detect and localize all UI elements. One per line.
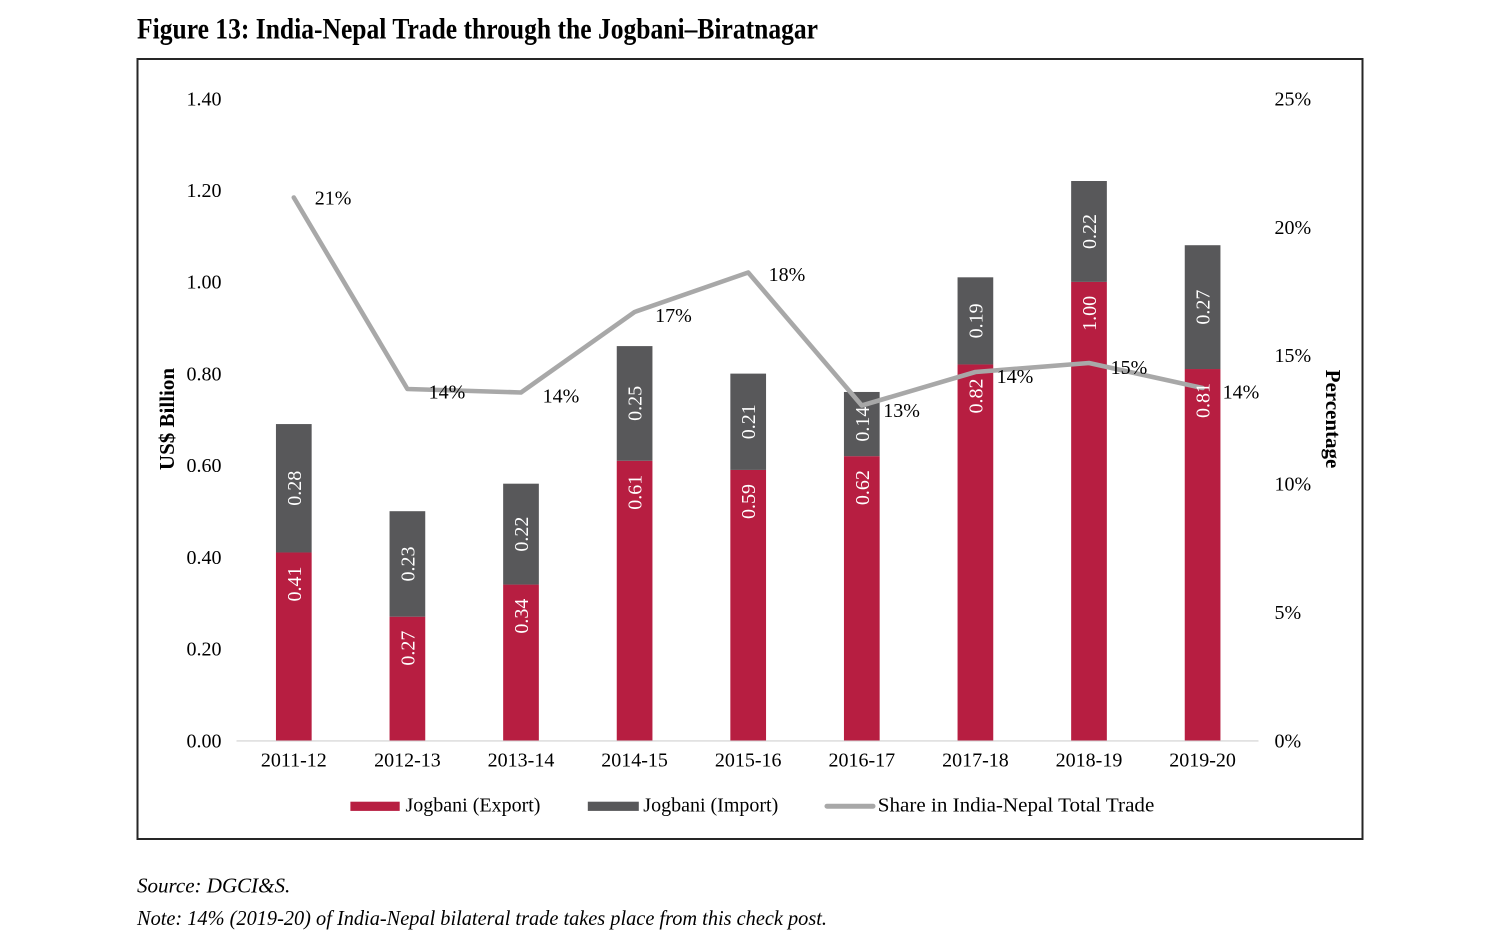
svg-text:0.22: 0.22 xyxy=(1079,214,1101,249)
svg-text:20%: 20% xyxy=(1275,217,1312,239)
svg-text:10%: 10% xyxy=(1275,474,1312,496)
svg-text:2018-19: 2018-19 xyxy=(1056,750,1123,772)
svg-text:Share in India-Nepal Total Tra: Share in India-Nepal Total Trade xyxy=(878,795,1155,817)
svg-text:0.25: 0.25 xyxy=(625,386,647,421)
svg-text:0.19: 0.19 xyxy=(965,303,987,338)
svg-text:0%: 0% xyxy=(1275,730,1302,752)
svg-text:0.27: 0.27 xyxy=(397,631,419,666)
svg-text:0.81: 0.81 xyxy=(1193,383,1215,418)
svg-text:14%: 14% xyxy=(429,381,466,403)
svg-text:0.80: 0.80 xyxy=(187,363,222,385)
svg-text:2019-20: 2019-20 xyxy=(1169,750,1236,772)
svg-text:2013-14: 2013-14 xyxy=(488,750,555,772)
svg-text:0.21: 0.21 xyxy=(738,404,760,439)
svg-text:15%: 15% xyxy=(1111,357,1148,379)
svg-text:21%: 21% xyxy=(315,188,352,210)
svg-text:0.41: 0.41 xyxy=(284,566,306,601)
svg-text:1.20: 1.20 xyxy=(187,180,222,202)
svg-text:0.23: 0.23 xyxy=(397,546,419,581)
svg-text:1.00: 1.00 xyxy=(187,272,222,294)
svg-text:0.22: 0.22 xyxy=(511,517,533,552)
svg-text:18%: 18% xyxy=(769,264,806,286)
svg-text:0.60: 0.60 xyxy=(187,455,222,477)
svg-text:14%: 14% xyxy=(997,366,1034,388)
svg-text:2014-15: 2014-15 xyxy=(601,750,668,772)
svg-text:0.34: 0.34 xyxy=(511,599,533,634)
svg-text:Jogbani (Export): Jogbani (Export) xyxy=(406,795,541,817)
svg-text:2012-13: 2012-13 xyxy=(374,750,441,772)
svg-text:2011-12: 2011-12 xyxy=(261,750,327,772)
svg-text:0.00: 0.00 xyxy=(187,730,222,752)
svg-text:2016-17: 2016-17 xyxy=(828,750,895,772)
svg-text:13%: 13% xyxy=(883,400,920,422)
svg-text:Note: 14% (2019-20) of India-N: Note: 14% (2019-20) of India-Nepal bilat… xyxy=(136,906,827,930)
svg-text:1.00: 1.00 xyxy=(1079,296,1101,331)
svg-text:0.20: 0.20 xyxy=(187,639,222,661)
svg-text:0.40: 0.40 xyxy=(187,547,222,569)
svg-text:Figure 13: India-Nepal Trade t: Figure 13: India-Nepal Trade through the… xyxy=(137,13,818,46)
svg-text:0.61: 0.61 xyxy=(625,475,647,510)
svg-text:15%: 15% xyxy=(1275,345,1312,367)
svg-text:Percentage: Percentage xyxy=(1321,370,1345,469)
svg-text:25%: 25% xyxy=(1275,88,1312,110)
svg-text:US$ Billion: US$ Billion xyxy=(155,368,179,470)
svg-text:1.40: 1.40 xyxy=(187,88,222,110)
svg-text:0.14: 0.14 xyxy=(852,407,874,442)
svg-text:Jogbani (Import): Jogbani (Import) xyxy=(643,795,778,817)
svg-text:0.62: 0.62 xyxy=(852,470,874,505)
svg-text:14%: 14% xyxy=(1223,381,1260,403)
svg-text:Source: DGCI&S.: Source: DGCI&S. xyxy=(137,873,290,897)
svg-text:5%: 5% xyxy=(1275,602,1302,624)
svg-text:0.27: 0.27 xyxy=(1193,290,1215,325)
svg-text:0.28: 0.28 xyxy=(284,471,306,506)
svg-text:14%: 14% xyxy=(543,385,580,407)
svg-text:2017-18: 2017-18 xyxy=(942,750,1009,772)
svg-text:2015-16: 2015-16 xyxy=(715,750,782,772)
svg-text:0.82: 0.82 xyxy=(965,378,987,413)
svg-text:0.59: 0.59 xyxy=(738,484,760,519)
svg-text:17%: 17% xyxy=(655,305,692,327)
